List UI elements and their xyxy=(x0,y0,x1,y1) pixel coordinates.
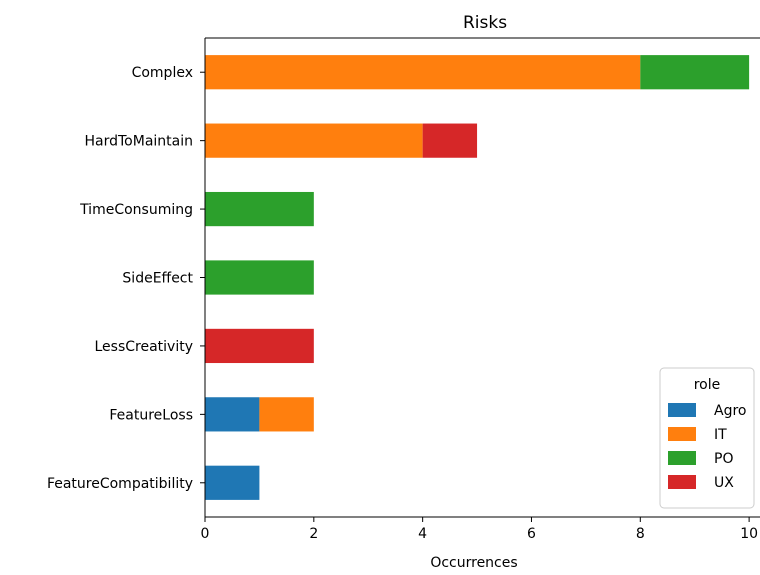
x-tick-label: 6 xyxy=(527,526,536,542)
legend: role Agro IT PO UX xyxy=(659,367,755,509)
bar-FeatureCompatibility-Agro xyxy=(205,465,260,500)
legend-swatch-IT xyxy=(668,427,696,441)
chart-title: Risks xyxy=(463,13,507,33)
bar-FeatureLoss-IT xyxy=(259,397,314,432)
x-tick-label: 0 xyxy=(201,526,210,542)
legend-items: Agro IT PO UX xyxy=(668,403,746,491)
legend-label-PO: PO xyxy=(714,451,733,467)
bar-FeatureLoss-Agro xyxy=(205,397,260,432)
bar-SideEffect-PO xyxy=(205,260,314,295)
axes-layer: 0 2 4 6 8 10 Complex HardToMaintain TimeConsumin… xyxy=(47,37,760,542)
legend-swatch-PO xyxy=(668,451,696,465)
x-tick-label: 4 xyxy=(418,526,427,542)
legend-label-IT: IT xyxy=(714,427,727,443)
bar-Complex-IT xyxy=(205,55,641,90)
legend-label-Agro: Agro xyxy=(714,403,746,419)
x-tick-label: 2 xyxy=(309,526,318,542)
y-tick-label: SideEffect xyxy=(122,271,193,287)
bar-LessCreativity-UX xyxy=(205,328,314,364)
y-tick-label: FeatureLoss xyxy=(109,407,193,423)
y-tick-label: TimeConsuming xyxy=(79,202,193,218)
legend-label-UX: UX xyxy=(714,475,734,491)
y-tick-label: Complex xyxy=(132,65,193,81)
legend-swatch-UX xyxy=(668,475,696,489)
y-tick-label: HardToMaintain xyxy=(85,134,194,150)
x-tick-label: 8 xyxy=(636,526,645,542)
x-axis-label: Occurrences xyxy=(430,555,517,570)
bars-layer xyxy=(205,55,750,500)
y-tick-label: LessCreativity xyxy=(95,339,194,355)
bar-Complex-PO xyxy=(640,55,750,90)
bar-HardToMaintain-IT xyxy=(205,123,423,158)
bar-TimeConsuming-PO xyxy=(205,191,314,227)
legend-swatch-Agro xyxy=(668,403,696,417)
x-tick-label: 10 xyxy=(740,526,758,542)
bar-HardToMaintain-UX xyxy=(422,123,478,158)
legend-title: role xyxy=(694,377,721,393)
y-tick-label: FeatureCompatibility xyxy=(47,476,193,492)
